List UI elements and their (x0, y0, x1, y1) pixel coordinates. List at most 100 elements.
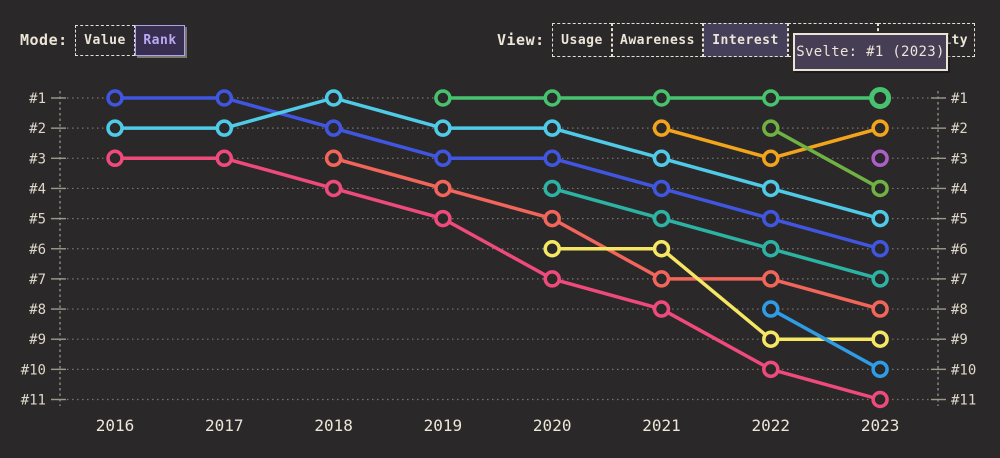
view-interest-button[interactable]: Interest (703, 23, 788, 57)
y-tick-label-right: #5 (951, 212, 968, 228)
data-point-coral-2019[interactable] (434, 179, 452, 198)
y-tick-label-left: #10 (21, 362, 46, 378)
series-line-royal-blue (113, 96, 882, 251)
data-point-pink-2019[interactable] (434, 209, 452, 228)
data-point-yellow-2020[interactable] (543, 240, 561, 258)
highlighted-data-point-green-svelte-2023[interactable] (869, 87, 892, 109)
x-tick-label: 2018 (314, 416, 353, 435)
y-tick-label-left: #11 (21, 393, 46, 409)
mode-rank-button[interactable]: Rank (135, 25, 185, 56)
data-point-coral-2022[interactable] (762, 270, 780, 288)
data-point-pink-2016[interactable] (106, 149, 124, 168)
data-point-yellow-2022[interactable] (762, 330, 780, 348)
data-point-pink-2020[interactable] (543, 270, 561, 288)
data-point-cyan-2021[interactable] (652, 149, 671, 168)
series-line-pink (113, 156, 882, 402)
mode-label: Mode: (20, 31, 68, 49)
data-point-cyan-2022[interactable] (762, 179, 780, 198)
data-point-coral-2020[interactable] (543, 209, 561, 228)
data-point-teal-2022[interactable] (762, 240, 780, 258)
data-point-royal-blue-2017[interactable] (215, 89, 234, 107)
y-tick-label-left: #5 (29, 212, 46, 228)
data-point-olive-green-2022[interactable] (762, 119, 780, 137)
data-point-pink-2021[interactable] (652, 300, 671, 318)
data-point-green-svelte-2021[interactable] (652, 89, 671, 107)
y-tick-label-right: #11 (951, 393, 976, 409)
y-tick-label-left: #4 (29, 181, 46, 197)
data-point-yellow-2023[interactable] (871, 330, 889, 348)
hover-tooltip: Svelte: #1 (2023) (793, 33, 948, 71)
series-line-sky-blue (769, 307, 882, 372)
y-tick-label-right: #2 (951, 121, 968, 137)
y-tick-label-right: #3 (951, 151, 968, 167)
y-tick-label-right: #4 (951, 181, 968, 197)
data-point-royal-blue-2022[interactable] (762, 209, 780, 228)
view-awareness-button[interactable]: Awareness (612, 23, 703, 57)
view-usage-button[interactable]: Usage (552, 23, 612, 57)
data-point-royal-blue-2020[interactable] (543, 149, 561, 168)
data-point-pink-2017[interactable] (215, 149, 234, 168)
view-label: View: (497, 31, 545, 49)
data-point-pink-2022[interactable] (762, 360, 780, 379)
y-tick-label-right: #6 (951, 242, 968, 258)
data-point-royal-blue-2021[interactable] (652, 179, 671, 198)
x-tick-label: 2022 (752, 416, 791, 435)
data-point-teal-2020[interactable] (543, 179, 561, 198)
data-point-cyan-2023[interactable] (871, 209, 889, 228)
data-point-orange-2022[interactable] (762, 149, 780, 168)
data-point-sky-blue-2022[interactable] (762, 300, 780, 318)
data-point-cyan-2020[interactable] (543, 119, 561, 137)
y-tick-label-left: #6 (29, 242, 46, 258)
x-tick-label: 2020 (533, 416, 572, 435)
data-point-pink-2023[interactable] (871, 390, 889, 409)
x-tick-label: 2023 (861, 416, 900, 435)
y-tick-label-right: #8 (951, 302, 968, 318)
data-point-coral-2023[interactable] (871, 300, 889, 318)
data-point-teal-2023[interactable] (871, 270, 889, 288)
x-tick-label: 2016 (96, 416, 135, 435)
series-line-olive-green (769, 126, 882, 191)
data-point-sky-blue-2023[interactable] (871, 360, 889, 379)
data-point-coral-2021[interactable] (652, 270, 671, 288)
y-tick-label-right: #10 (951, 362, 976, 378)
y-tick-label-right: #7 (951, 272, 968, 288)
y-tick-label-left: #8 (29, 302, 46, 318)
y-tick-label-left: #9 (29, 332, 46, 348)
series-line-cyan (113, 96, 882, 221)
data-point-green-svelte-2019[interactable] (434, 89, 452, 107)
mode-toggle-group: Value Rank (75, 25, 185, 56)
y-tick-label-right: #1 (951, 91, 968, 107)
y-tick-label-left: #2 (29, 121, 46, 137)
data-point-royal-blue-2023[interactable] (871, 240, 889, 258)
y-tick-label-left: #7 (29, 272, 46, 288)
data-point-cyan-2018[interactable] (324, 89, 343, 107)
data-point-cyan-2017[interactable] (215, 119, 234, 137)
data-point-cyan-2019[interactable] (434, 119, 452, 137)
data-point-green-svelte-2022[interactable] (762, 89, 780, 107)
tooltip-text: Svelte: #1 (2023) (796, 44, 945, 60)
y-tick-label-right: #9 (951, 332, 968, 348)
data-point-yellow-2021[interactable] (652, 240, 671, 258)
data-point-orange-2023[interactable] (871, 119, 889, 137)
x-tick-label: 2017 (205, 416, 244, 435)
x-tick-label: 2019 (424, 416, 463, 435)
data-point-cyan-2016[interactable] (106, 119, 124, 137)
data-point-coral-2018[interactable] (324, 149, 343, 168)
data-point-royal-blue-2016[interactable] (106, 89, 124, 107)
data-point-purple-2023[interactable] (871, 149, 889, 168)
series-line-coral (331, 156, 882, 311)
data-point-olive-green-2023[interactable] (871, 179, 889, 198)
data-point-orange-2021[interactable] (652, 119, 671, 137)
y-tick-label-left: #3 (29, 151, 46, 167)
data-point-royal-blue-2018[interactable] (324, 119, 343, 137)
data-point-teal-2021[interactable] (652, 209, 671, 228)
data-point-royal-blue-2019[interactable] (434, 149, 452, 168)
y-tick-label-left: #1 (29, 91, 46, 107)
data-point-green-svelte-2020[interactable] (543, 89, 561, 107)
x-tick-label: 2021 (642, 416, 681, 435)
series-line-teal (550, 186, 882, 281)
data-point-pink-2018[interactable] (324, 179, 343, 198)
mode-value-button[interactable]: Value (75, 25, 135, 56)
